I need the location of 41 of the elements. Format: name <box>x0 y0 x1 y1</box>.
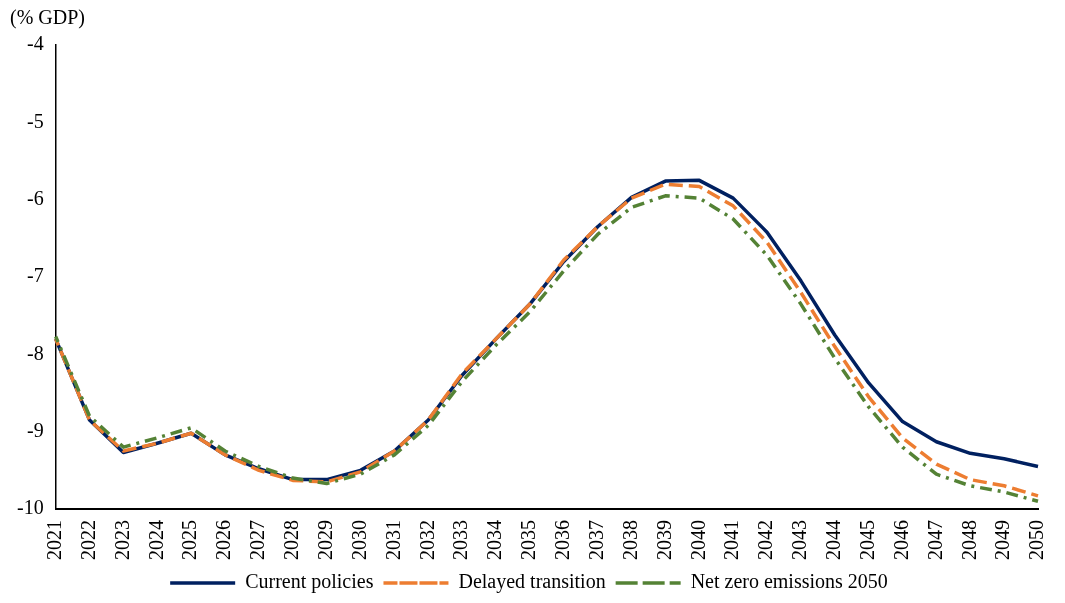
x-tick-label: 2031 <box>381 520 404 560</box>
y-tick-label: -5 <box>26 109 44 132</box>
y-tick-label: -8 <box>26 341 44 364</box>
x-tick-label: 2041 <box>720 520 743 560</box>
legend-label: Net zero emissions 2050 <box>690 570 888 593</box>
y-tick-label: -4 <box>26 32 44 55</box>
x-tick-label: 2049 <box>991 520 1014 560</box>
x-tick-label: 2027 <box>246 520 269 560</box>
legend-label: Delayed transition <box>458 570 606 594</box>
x-tick-label: 2039 <box>652 520 675 560</box>
x-tick-label: 2043 <box>788 520 811 560</box>
y-tick-label: -6 <box>26 186 44 209</box>
x-tick-label: 2032 <box>415 520 438 560</box>
x-tick-label: 2037 <box>584 520 607 560</box>
x-tick-label: 2042 <box>754 520 777 560</box>
x-tick-label: 2021 <box>42 520 65 560</box>
x-tick-label: 2029 <box>313 520 336 560</box>
y-tick-label: -9 <box>26 418 44 441</box>
x-tick-label: 2047 <box>923 520 946 560</box>
x-tick-label: 2038 <box>618 520 641 560</box>
x-tick-label: 2033 <box>449 520 472 560</box>
x-tick-label: 2028 <box>280 520 303 560</box>
y-axis-title: (% GDP) <box>10 6 85 29</box>
x-tick-label: 2050 <box>1025 520 1048 560</box>
x-tick-label: 2046 <box>889 520 912 560</box>
x-tick-label: 2026 <box>212 520 235 560</box>
legend-label: Current policies <box>245 570 374 594</box>
x-tick-label: 2035 <box>517 520 540 560</box>
x-tick-label: 2034 <box>483 520 506 560</box>
y-tick-label: -7 <box>26 264 44 287</box>
x-tick-label: 2030 <box>347 520 370 560</box>
x-tick-label: 2025 <box>178 520 201 560</box>
x-tick-label: 2023 <box>110 520 133 560</box>
x-tick-label: 2022 <box>76 520 99 560</box>
y-tick-label: -10 <box>16 496 44 519</box>
x-tick-label: 2044 <box>822 520 845 560</box>
x-tick-label: 2036 <box>551 520 574 560</box>
x-tick-label: 2048 <box>957 520 980 560</box>
x-tick-label: 2045 <box>855 520 878 560</box>
x-tick-label: 2040 <box>686 520 709 560</box>
x-tick-label: 2024 <box>144 520 167 560</box>
